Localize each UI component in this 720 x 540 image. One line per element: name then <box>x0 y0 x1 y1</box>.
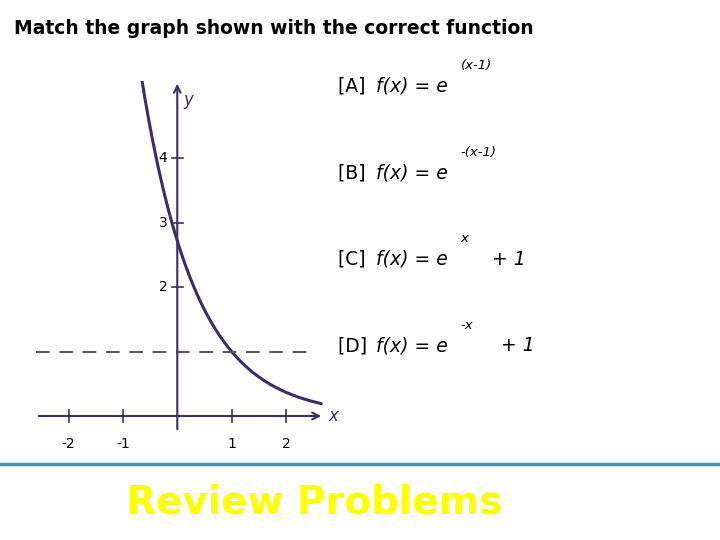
Text: -1: -1 <box>116 437 130 450</box>
Text: 2: 2 <box>158 280 168 294</box>
Text: f(x) = e: f(x) = e <box>376 163 448 183</box>
Text: [C]: [C] <box>338 249 372 269</box>
Text: f(x) = e: f(x) = e <box>376 249 448 269</box>
Text: 3: 3 <box>158 215 168 230</box>
Text: 1: 1 <box>228 437 236 450</box>
Text: + 1: + 1 <box>495 336 535 355</box>
Text: [A]: [A] <box>338 77 372 96</box>
Text: y: y <box>184 91 194 109</box>
Text: 4: 4 <box>158 151 168 165</box>
Text: [D]: [D] <box>338 336 374 355</box>
Text: 16: 16 <box>27 486 73 519</box>
Text: x: x <box>461 232 469 245</box>
Text: [B]: [B] <box>338 163 372 183</box>
Text: x: x <box>328 407 338 425</box>
Text: (x-1): (x-1) <box>461 59 492 72</box>
Text: Review Problems: Review Problems <box>126 483 503 522</box>
Text: f(x) = e: f(x) = e <box>376 77 448 96</box>
Text: Match the graph shown with the correct function: Match the graph shown with the correct f… <box>14 19 534 38</box>
Text: 2: 2 <box>282 437 290 450</box>
Text: -x: -x <box>461 319 474 332</box>
Text: -(x-1): -(x-1) <box>461 146 497 159</box>
Text: -2: -2 <box>62 437 76 450</box>
Text: f(x) = e: f(x) = e <box>376 336 448 355</box>
Text: + 1: + 1 <box>486 249 526 269</box>
